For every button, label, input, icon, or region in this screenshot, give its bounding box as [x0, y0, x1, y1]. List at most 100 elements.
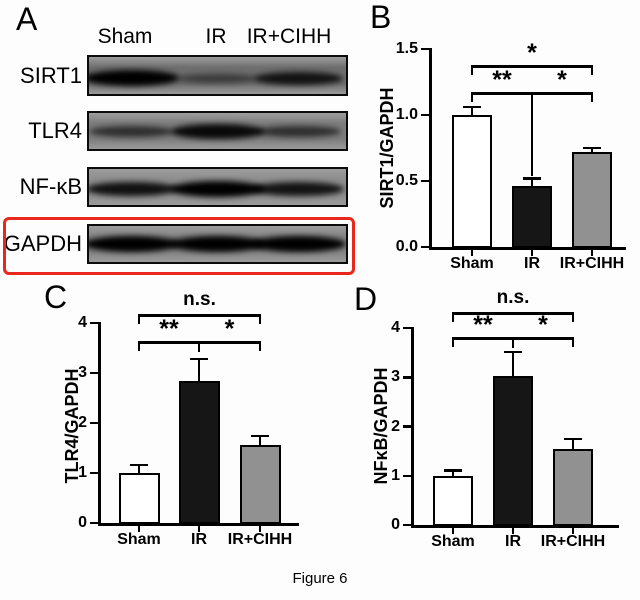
y-tick-label-0: 0: [391, 516, 400, 533]
y-tick: [90, 321, 98, 325]
lane-header-ir: IR: [205, 25, 227, 48]
panel-a-label: A: [16, 1, 38, 37]
panel-label-c: C: [44, 279, 68, 315]
blot-strip-sirt1: [87, 55, 348, 96]
bar-ir-cihh: [572, 151, 612, 248]
error-bar-cap-ir: [190, 357, 208, 360]
band-gapdh-sham: [89, 235, 180, 253]
error-bar-line-sham: [137, 464, 141, 476]
panel-label-b: B: [370, 0, 392, 35]
x-tick-sham: [137, 525, 141, 532]
x-tick-label-sham: Sham: [117, 531, 161, 548]
x-tick-ir-cihh: [258, 525, 262, 532]
row-label-gapdh: GAPDH: [3, 231, 82, 256]
y-tick-label-1.0: 1.0: [395, 106, 418, 123]
x-tick-ir: [511, 527, 515, 534]
band-gapdh-ir-cihh: [251, 236, 346, 252]
bracket-end-tick-1-1: [258, 341, 262, 351]
bar-ir: [512, 186, 552, 248]
y-tick: [403, 376, 411, 379]
error-bar-cap-sham: [463, 105, 481, 109]
x-tick-label-ir-cihh: IR+CIHH: [227, 531, 293, 548]
y-tick-label-3: 3: [78, 364, 87, 381]
panel-d-nfkb-chart: D NFκB/GAPDH 0 1 2 3 4 Sham IR IR+CIHH n.s. ** *: [330, 280, 640, 558]
y-tick-label-4: 4: [391, 319, 400, 336]
row-label-nf-b: NF-κB: [19, 174, 82, 199]
x-axis: [411, 525, 619, 528]
bracket-end-tick-1-0: [470, 92, 474, 102]
y-tick-label-1.5: 1.5: [395, 40, 418, 57]
error-bar-line-ir-cihh: [258, 435, 262, 448]
x-tick-sham: [470, 249, 474, 256]
panel-c-tlr4-chart: C TLR4/GAPDH 0 1 2 3 4 Sham IR IR+CIHH n.s. ** *: [0, 280, 332, 558]
error-bar-line-ir: [197, 358, 201, 384]
error-bar-line-sham: [470, 106, 474, 118]
gapdh-highlight-box: [3, 217, 355, 275]
significance-label--: *: [557, 66, 567, 94]
error-bar-line-ir-cihh: [590, 147, 594, 155]
y-tick: [90, 421, 98, 425]
error-bar-line-sham: [451, 470, 455, 479]
band-tlr4-sham: [89, 126, 174, 138]
y-tick: [421, 179, 429, 183]
band-nf-b-sham: [89, 181, 177, 196]
significance-bracket-0: [137, 314, 262, 317]
band-sirt1-sham: [89, 70, 179, 87]
band-gapdh-ir: [170, 236, 265, 252]
y-tick-label-0.5: 0.5: [395, 172, 418, 189]
error-bar-line-ir: [530, 178, 534, 190]
y-tick: [421, 47, 429, 51]
x-tick-label-ir: IR: [191, 531, 207, 548]
blot-strip-tlr4: [87, 111, 348, 151]
y-tick-label-3: 3: [391, 368, 400, 386]
panel-label-d: D: [354, 281, 378, 317]
y-tick-label-4: 4: [78, 314, 87, 331]
panel-a-western-blots: A Sham IR IR+CIHH SIRT1 TLR4 NF-κB GAPDH: [0, 0, 360, 280]
bar-ir-cihh: [553, 448, 593, 526]
band-nf-b-ir-cihh: [253, 181, 344, 196]
significance-label--: **: [159, 315, 179, 343]
error-bar-cap-sham: [130, 463, 148, 466]
significance-label--: **: [473, 311, 493, 339]
band-sirt1-ir: [177, 73, 258, 84]
band-tlr4-ir: [171, 124, 264, 140]
y-tick-label-0.0: 0.0: [395, 238, 418, 255]
y-tick: [421, 113, 429, 117]
bracket-end-tick-0-0: [470, 65, 474, 75]
x-tick-label-sham: Sham: [431, 533, 475, 550]
bar-ir: [178, 380, 220, 524]
y-axis: [411, 327, 414, 527]
x-tick-ir: [530, 249, 534, 256]
significance-label--: *: [224, 315, 235, 343]
bar-ir: [493, 376, 533, 526]
bracket-mid-line-1: [197, 341, 201, 352]
y-axis: [98, 322, 101, 525]
y-tick: [90, 471, 98, 475]
lane-header-ir-cihh: IR+CIHH: [246, 25, 332, 48]
panel-b-sirt1-chart: B SIRT1/GAPDH 0.0 0.5 1.0 1.5 Sham IR IR+CIHH * **…: [360, 0, 640, 280]
error-bar-cap-ir: [523, 177, 541, 180]
bar-sham: [118, 473, 160, 524]
y-axis: [429, 48, 432, 249]
y-tick-label-1: 1: [391, 466, 400, 484]
x-tick-ir: [197, 525, 201, 532]
figure-caption: Figure 6: [292, 570, 348, 587]
x-tick-label-ir-cihh: IR+CIHH: [540, 533, 606, 550]
bracket-end-tick-1-0: [137, 341, 141, 351]
bracket-end-tick-1-1: [590, 92, 594, 102]
bracket-end-tick-1-1: [571, 337, 575, 347]
x-tick-label-ir-cihh: IR+CIHH: [559, 255, 625, 272]
x-tick-ir-cihh: [571, 527, 575, 534]
bracket-end-tick-0-1: [258, 314, 262, 324]
y-tick: [403, 326, 411, 330]
bar-ir-cihh: [239, 444, 281, 524]
y-tick-label-2: 2: [78, 414, 87, 431]
x-tick-label-ir: IR: [524, 255, 540, 272]
bracket-end-tick-0-1: [590, 65, 594, 75]
y-axis-label: SIRT1/GAPDH: [377, 87, 397, 209]
y-tick: [403, 425, 411, 428]
significance-bracket-0: [451, 312, 575, 315]
x-tick-label-sham: Sham: [450, 255, 494, 272]
bracket-end-tick-0-0: [137, 314, 141, 324]
